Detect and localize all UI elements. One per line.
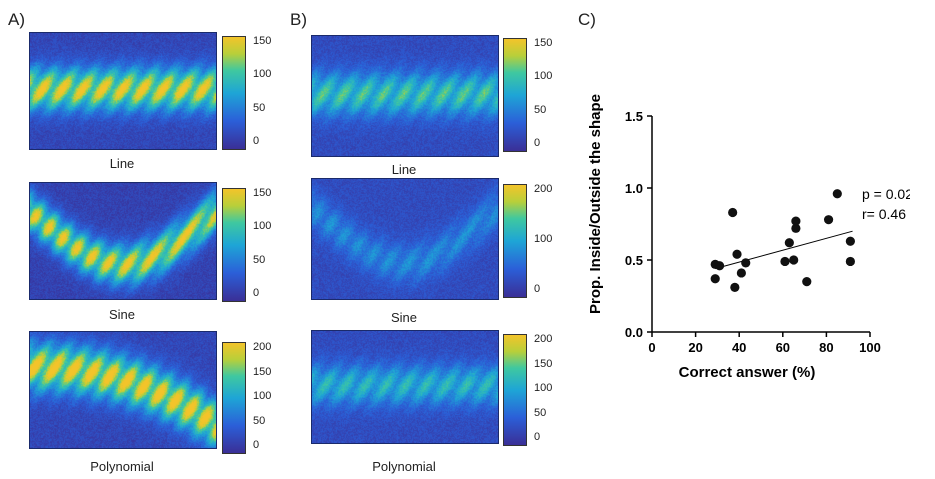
- colorbar-tick: 100: [534, 70, 553, 83]
- caption-a-line: Line: [109, 156, 135, 171]
- data-point: [732, 249, 742, 259]
- x-tick-label: 80: [819, 340, 833, 355]
- heatmap-b-poly: [311, 330, 499, 444]
- colorbar-tick: 100: [534, 233, 553, 245]
- data-point: [791, 223, 801, 233]
- data-point: [730, 282, 740, 292]
- caption-b-line: Line: [391, 162, 417, 177]
- colorbar-a-line: [222, 36, 246, 150]
- colorbar-a-poly: [222, 342, 246, 454]
- colorbar-tick: 100: [253, 220, 272, 233]
- colorbar-b-poly: [503, 334, 527, 446]
- colorbar-tick: 200: [534, 333, 553, 345]
- data-point: [789, 255, 799, 265]
- heatmap-a-poly: [29, 331, 217, 449]
- colorbar-tick: 50: [253, 414, 266, 427]
- x-tick-label: 60: [776, 340, 790, 355]
- panel-a-label: A): [8, 10, 25, 29]
- panel-c-label: C): [578, 10, 596, 29]
- x-tick-label: 40: [732, 340, 746, 355]
- scatter-chart: 0 20 40 60 80 100 0.0 0.5 1.0 1.5 p = 0.025 r= 0.46…: [587, 94, 910, 381]
- data-point: [823, 215, 834, 225]
- x-axis-label: Correct answer (%): [679, 364, 816, 381]
- colorbar-tick: 150: [253, 35, 272, 47]
- data-point: [780, 256, 790, 267]
- colorbar-tick: 50: [253, 253, 266, 266]
- colorbar-tick: 100: [534, 382, 553, 394]
- heatmap-a-sine: [29, 182, 217, 300]
- colorbar-tick: 0: [534, 431, 541, 443]
- colorbar-b-sine: [503, 184, 527, 298]
- caption-b-sine: Sine: [390, 310, 418, 325]
- data-point: [802, 277, 812, 287]
- colorbar-tick: 0: [253, 287, 260, 299]
- colorbar-tick: 0: [534, 283, 541, 295]
- colorbar-tick: 50: [253, 101, 266, 114]
- annotation-p-value: p = 0.025: [862, 186, 910, 202]
- colorbar-tick: 100: [253, 390, 272, 402]
- caption-b-poly: Polynomial: [372, 459, 436, 474]
- data-point: [710, 274, 720, 284]
- caption-a-sine: Sine: [108, 307, 136, 322]
- caption-a-poly: Polynomial: [90, 459, 154, 474]
- colorbar-tick: 100: [253, 68, 272, 81]
- panel-b-label: B): [290, 10, 307, 29]
- data-point: [728, 207, 738, 218]
- colorbar-tick: 50: [534, 103, 547, 116]
- data-point: [845, 236, 855, 246]
- y-tick-label: 0.0: [625, 325, 643, 340]
- heatmap-b-line: [311, 35, 499, 157]
- x-tick-label: 100: [859, 340, 881, 355]
- colorbar-tick: 150: [534, 37, 553, 49]
- heatmap-b-sine: [311, 178, 499, 300]
- data-point: [741, 258, 751, 268]
- y-tick-label: 1.5: [625, 109, 643, 124]
- data-point: [845, 256, 855, 267]
- colorbar-tick: 200: [253, 341, 272, 353]
- colorbar-tick: 150: [253, 187, 272, 199]
- y-tick-label: 0.5: [625, 253, 643, 268]
- x-tick-label: 0: [648, 340, 655, 355]
- data-point: [784, 238, 794, 248]
- colorbar-a-sine: [222, 188, 246, 302]
- colorbar-tick: 50: [534, 406, 547, 419]
- colorbar-tick: 200: [534, 183, 553, 195]
- colorbar-tick: 0: [253, 439, 260, 451]
- fit-line: [715, 230, 853, 270]
- data-point: [736, 268, 746, 278]
- x-tick-label: 20: [688, 340, 702, 355]
- colorbar-tick: 0: [253, 135, 260, 147]
- y-axis-label: Prop. Inside/Outside the shape: [587, 94, 604, 314]
- data-point: [791, 216, 801, 226]
- heatmap-a-line: [29, 32, 217, 150]
- annotation-r-value: r= 0.46: [862, 206, 906, 222]
- colorbar-tick: 0: [534, 137, 541, 149]
- data-point: [832, 189, 842, 199]
- colorbar-b-line: [503, 38, 527, 152]
- colorbar-tick: 150: [253, 365, 272, 378]
- y-tick-label: 1.0: [625, 181, 643, 196]
- data-point: [714, 261, 725, 271]
- colorbar-tick: 150: [534, 357, 553, 370]
